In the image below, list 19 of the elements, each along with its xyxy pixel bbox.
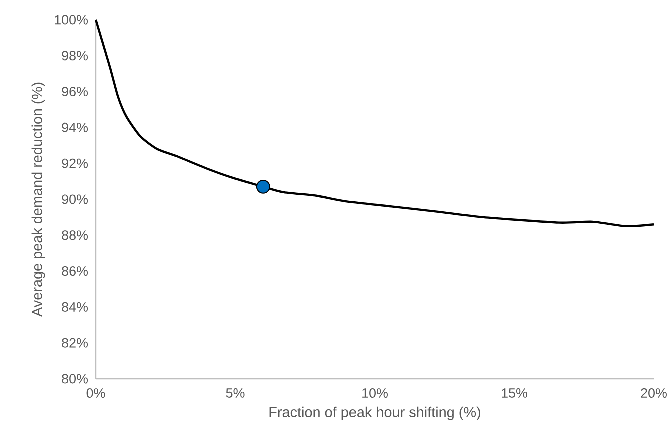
y-tick-label: 92% [62, 158, 88, 168]
x-axis-title: Fraction of peak hour shifting (%) [270, 406, 480, 420]
y-tick-label: 86% [62, 266, 88, 276]
y-tick-label: 100% [55, 15, 88, 25]
y-tick-label: 82% [62, 338, 88, 348]
y-tick-label: 94% [62, 122, 88, 132]
x-tick-label: 5% [226, 388, 245, 398]
x-tick-label: 0% [86, 388, 106, 398]
y-tick-label: 90% [62, 194, 88, 204]
x-tick-label: 15% [502, 388, 528, 398]
line-series [94, 18, 656, 228]
y-tick-label: 88% [62, 230, 88, 240]
y-tick-label: 80% [62, 374, 88, 384]
x-tick-label: 10% [362, 388, 388, 398]
y-tick-label: 96% [62, 87, 88, 97]
y-tick-label: 84% [62, 302, 88, 312]
x-tick-label: 20% [641, 388, 667, 398]
y-axis-title: Average peak demand reduction (%) [32, 82, 46, 317]
y-tick-label: 98% [62, 51, 88, 61]
